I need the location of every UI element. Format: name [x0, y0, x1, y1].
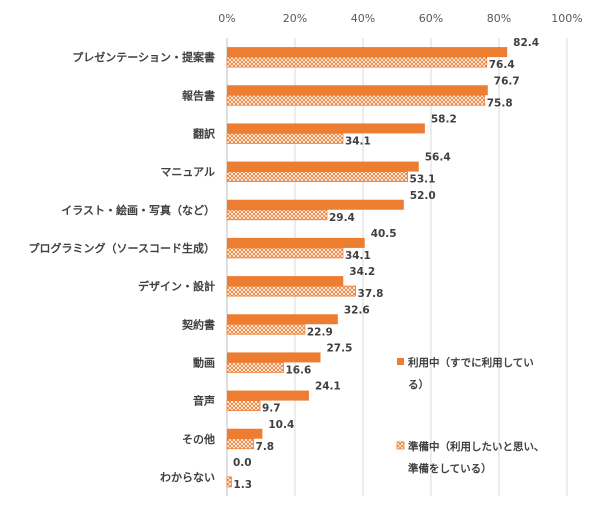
bar-in-use [227, 85, 488, 96]
data-label-in-use: 82.4 [513, 37, 539, 49]
data-label-preparing: 22.9 [307, 326, 333, 338]
bar-preparing [226, 94, 486, 106]
data-label-in-use: 0.0 [233, 457, 252, 469]
bar-preparing [226, 323, 306, 335]
category-label: 契約書 [181, 317, 215, 331]
bar-preparing [226, 362, 284, 373]
data-label-in-use: 40.5 [371, 228, 397, 240]
bar-in-use [227, 237, 365, 248]
x-axis-ticks: 0% 20% 40% 60% 80% 100% [218, 12, 582, 25]
bar-preparing [226, 209, 328, 221]
data-label-preparing: 34.1 [345, 250, 371, 262]
bar-in-use [227, 161, 419, 172]
data-label-in-use: 10.4 [268, 419, 294, 431]
bar-in-use [227, 47, 508, 58]
legend-label-preparing: 準備中（利用したいと思い、 [408, 440, 545, 453]
data-label-preparing: 76.4 [489, 59, 515, 71]
category-label: マニュアル [160, 166, 215, 179]
data-label-in-use: 34.2 [349, 266, 375, 278]
category-label: イラスト・絵画・写真（など） [61, 203, 215, 217]
bar-preparing [226, 171, 408, 182]
bar-preparing [226, 133, 344, 144]
data-label-in-use: 27.5 [327, 342, 353, 354]
data-label-preparing: 34.1 [345, 135, 371, 147]
x-tick-label: 100% [551, 12, 582, 25]
bar-in-use [227, 314, 338, 325]
category-label: 翻訳 [193, 126, 216, 140]
data-label-in-use: 52.0 [410, 190, 436, 202]
bar-in-use [227, 276, 344, 287]
data-label-preparing: 53.1 [410, 174, 436, 186]
bar-preparing [226, 247, 344, 259]
category-label: プレゼンテーション・提案書 [72, 50, 215, 64]
category-label: 報告書 [182, 88, 215, 102]
bar-in-use [227, 428, 263, 439]
category-label: プログラミング（ソースコード生成） [29, 241, 215, 255]
data-label-in-use: 32.6 [344, 304, 370, 316]
data-label-preparing: 16.6 [285, 364, 311, 376]
data-label-preparing: 37.8 [358, 288, 384, 300]
data-label-in-use: 58.2 [431, 113, 457, 125]
bars [226, 47, 508, 488]
category-label: その他 [182, 432, 215, 446]
bar-in-use [227, 390, 309, 401]
bar-in-use [227, 123, 425, 134]
legend-swatch-in-use [397, 358, 404, 365]
bar-preparing [226, 56, 488, 68]
grid [226, 38, 568, 496]
x-tick-label: 20% [283, 12, 307, 25]
category-label: わからない [160, 471, 215, 484]
legend-label-preparing: 準備をしている） [408, 462, 492, 475]
data-label-preparing: 29.4 [329, 212, 355, 224]
bar-preparing [226, 476, 232, 488]
category-label: 音声 [193, 394, 215, 408]
data-label-preparing: 75.8 [487, 97, 513, 109]
x-tick-label: 80% [487, 12, 511, 25]
bar-in-use [227, 199, 404, 210]
data-label-in-use: 56.4 [425, 152, 451, 164]
bar-preparing [226, 438, 254, 450]
legend-label-in-use: る） [408, 378, 429, 391]
category-label: デザイン・設計 [138, 279, 215, 293]
category-label: 動画 [193, 355, 215, 369]
bar-preparing [226, 285, 356, 297]
data-label-preparing: 9.7 [262, 403, 281, 415]
x-tick-label: 40% [351, 12, 375, 25]
x-tick-label: 60% [419, 12, 443, 25]
data-label-preparing: 1.3 [233, 479, 252, 491]
bar-in-use [227, 352, 321, 363]
data-label-preparing: 7.8 [256, 441, 275, 453]
x-tick-label: 0% [218, 12, 235, 25]
data-label-in-use: 76.7 [494, 75, 520, 87]
data-label-in-use: 24.1 [315, 381, 341, 393]
bar-preparing [226, 400, 261, 411]
legend-swatch-preparing [396, 441, 405, 450]
data-labels: 82.4 76.4 76.7 75.8 58.2 34.1 56.4 53.1 52.0 29.4… [233, 37, 539, 491]
legend-label-in-use: 利用中（すでに利用してい [408, 356, 534, 369]
